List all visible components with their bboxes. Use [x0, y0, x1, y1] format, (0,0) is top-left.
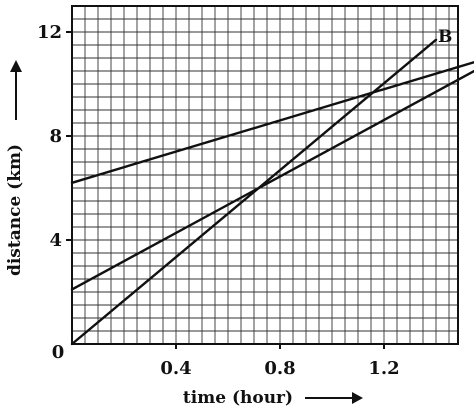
y-axis-arrow-icon: [10, 60, 22, 72]
y-tick-label: 4: [49, 230, 62, 251]
origin-label: 0: [52, 342, 65, 363]
x-axis-label: time (hour): [183, 388, 293, 408]
x-tick-label: 1.6: [472, 358, 474, 379]
y-tick-label: 12: [37, 22, 62, 43]
axes: [66, 5, 459, 349]
series-line-A: [70, 60, 474, 185]
plot-frame: [71, 5, 459, 345]
x-tick-label: 0.4: [160, 358, 191, 379]
series-lines: [70, 38, 474, 346]
grid-lines: [72, 6, 458, 344]
x-tick-label: 0.8: [264, 358, 295, 379]
x-axis-arrow-icon: [352, 392, 363, 404]
y-tick-label: 8: [49, 126, 62, 147]
y-axis-label: distance (km): [5, 144, 25, 276]
x-tick-label: 1.2: [368, 358, 399, 379]
series-line-C: [70, 69, 474, 291]
series-label-B: B: [438, 27, 452, 47]
